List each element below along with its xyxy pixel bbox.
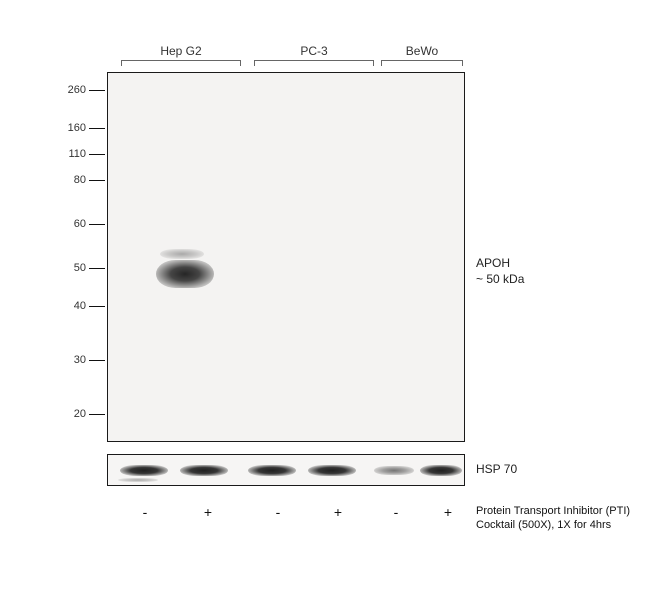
blot-loading [107,454,465,486]
mw-tick-20: 20 [50,408,106,420]
band-hsp70-lane0-lower [118,478,158,482]
mw-dash-icon [89,306,105,307]
mw-tick-30: 30 [50,354,106,366]
treatment-label: Protein Transport Inhibitor (PTI) Cockta… [476,504,630,533]
mw-dash-icon [89,154,105,155]
band-hsp70-lane2 [248,465,296,476]
mw-value: 50 [50,262,88,274]
mw-dash-icon [89,414,105,415]
lane-sign-0: - [143,504,148,520]
mw-dash-icon [89,128,105,129]
sample-bracket-bewo [381,60,463,66]
treatment-line1: Protein Transport Inhibitor (PTI) [476,504,630,518]
band-apoh-upper-faint [160,249,204,259]
band-hsp70-lane4 [374,466,414,475]
blot-main [107,72,465,442]
mw-tick-40: 40 [50,300,106,312]
lane-sign-3: + [334,504,342,520]
mw-dash-icon [89,224,105,225]
label-apoh-line2: ~ 50 kDa [476,272,524,288]
label-apoh: APOH ~ 50 kDa [476,256,524,287]
mw-tick-260: 260 [50,84,106,96]
band-hsp70-lane5 [420,465,462,476]
lane-sign-1: + [204,504,212,520]
mw-tick-160: 160 [50,122,106,134]
mw-dash-icon [89,90,105,91]
lane-sign-4: - [394,504,399,520]
band-hsp70-lane0 [120,465,168,476]
mw-dash-icon [89,268,105,269]
mw-tick-110: 110 [50,148,106,160]
mw-value: 160 [50,122,88,134]
band-hsp70-lane3 [308,465,356,476]
label-apoh-line1: APOH [476,256,524,272]
label-hsp70: HSP 70 [476,462,517,478]
label-hsp70-line1: HSP 70 [476,462,517,478]
treatment-line2: Cocktail (500X), 1X for 4hrs [476,518,630,532]
mw-value: 30 [50,354,88,366]
sample-bracket-pc3 [254,60,374,66]
sample-label-bewo: BeWo [406,44,438,58]
mw-value: 80 [50,174,88,186]
band-apoh-hepg2-pti [156,260,214,288]
lane-sign-2: - [276,504,281,520]
mw-dash-icon [89,360,105,361]
mw-tick-60: 60 [50,218,106,230]
figure-container: Hep G2 PC-3 BeWo 260 160 110 80 60 50 [0,0,650,597]
mw-value: 20 [50,408,88,420]
mw-value: 40 [50,300,88,312]
mw-tick-80: 80 [50,174,106,186]
mw-value: 260 [50,84,88,96]
mw-dash-icon [89,180,105,181]
mw-value: 110 [50,148,88,160]
lane-sign-5: + [444,504,452,520]
sample-label-pc3: PC-3 [300,44,327,58]
mw-value: 60 [50,218,88,230]
sample-label-hepg2: Hep G2 [160,44,201,58]
band-hsp70-lane1 [180,465,228,476]
sample-bracket-hepg2 [121,60,241,66]
mw-tick-50: 50 [50,262,106,274]
